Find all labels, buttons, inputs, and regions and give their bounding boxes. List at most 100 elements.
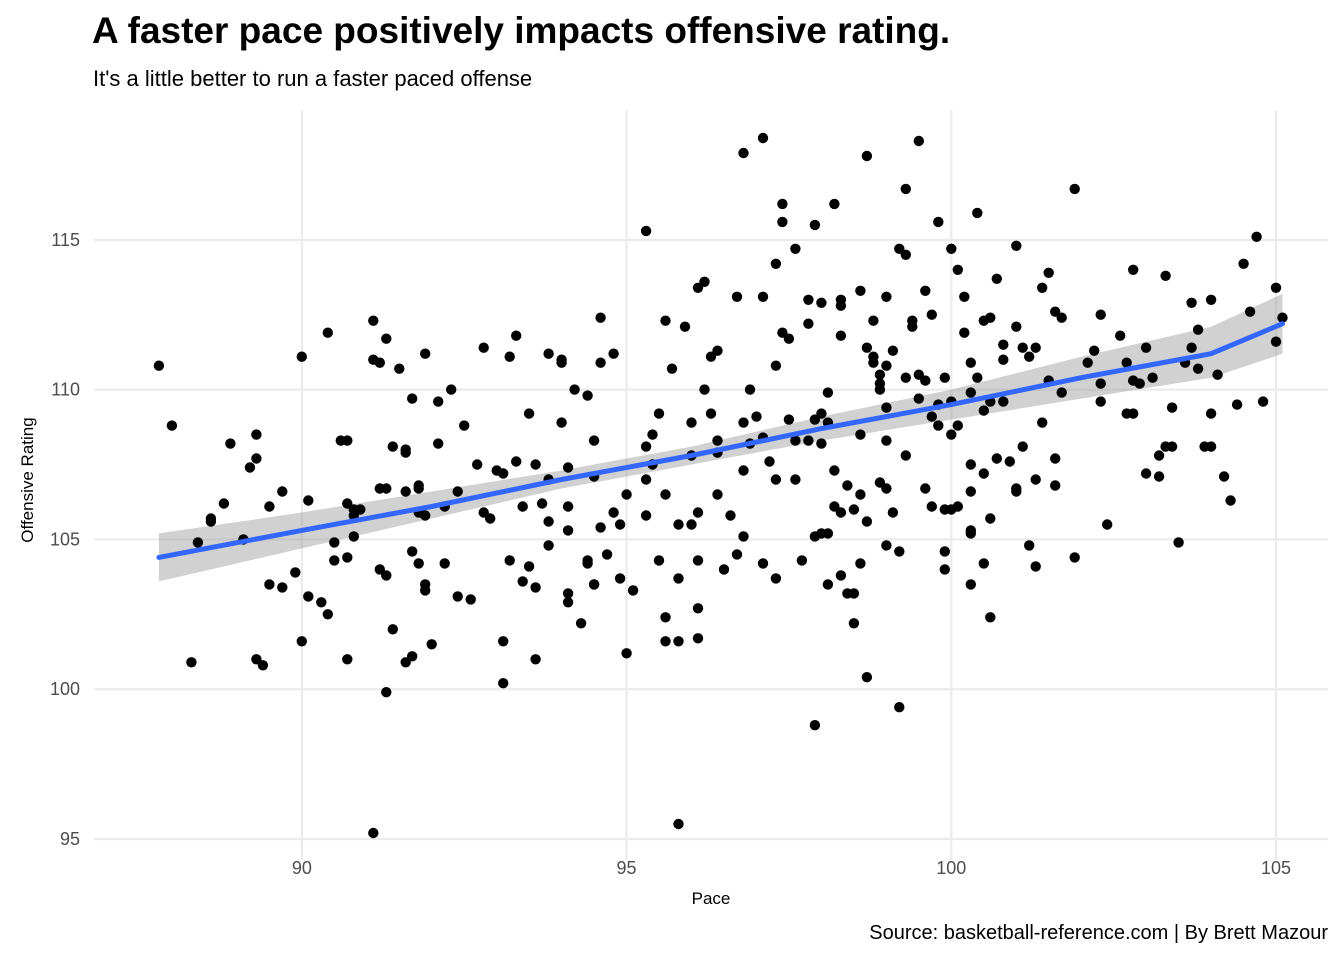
data-point	[407, 546, 418, 557]
data-point	[1251, 231, 1262, 242]
data-point	[1153, 471, 1165, 482]
data-point	[926, 501, 937, 512]
data-point	[653, 555, 665, 566]
data-point	[660, 489, 671, 500]
data-point	[835, 570, 847, 581]
data-point	[400, 486, 411, 497]
data-point	[959, 291, 970, 302]
data-point	[1011, 321, 1022, 332]
data-point	[959, 327, 970, 338]
data-point	[926, 309, 937, 320]
data-point	[1147, 372, 1158, 383]
data-point	[614, 573, 626, 584]
x-tick-label: 90	[292, 858, 312, 878]
chart-title: A faster pace positively impacts offensi…	[92, 10, 951, 51]
data-point	[835, 507, 847, 518]
data-point	[627, 585, 639, 596]
data-point	[1270, 336, 1282, 347]
data-point	[368, 315, 379, 326]
data-point	[965, 486, 976, 497]
data-point	[342, 654, 353, 665]
data-point	[692, 555, 704, 566]
data-point	[1173, 537, 1184, 548]
data-point	[569, 384, 580, 395]
data-point	[1082, 357, 1093, 368]
data-point	[1166, 402, 1178, 413]
data-point	[848, 504, 860, 515]
y-tick-label: 115	[51, 230, 80, 250]
data-point	[244, 462, 256, 473]
data-point	[543, 348, 554, 359]
data-point	[770, 573, 782, 584]
data-point	[595, 522, 606, 533]
data-point	[829, 465, 840, 476]
data-point	[738, 465, 749, 476]
data-point	[881, 540, 892, 551]
data-point	[1153, 450, 1165, 461]
data-point	[517, 576, 528, 587]
data-point	[1225, 495, 1236, 506]
data-point	[790, 474, 801, 485]
data-point	[777, 198, 788, 210]
data-point	[562, 462, 574, 473]
data-point	[329, 555, 340, 566]
data-point	[842, 480, 853, 491]
data-point	[459, 420, 470, 431]
data-point	[1277, 312, 1288, 323]
trend-line	[156, 321, 1285, 560]
data-point	[998, 354, 1009, 365]
data-point	[692, 282, 704, 293]
data-point	[1231, 399, 1243, 410]
data-point	[783, 333, 795, 344]
data-point	[582, 555, 593, 566]
data-point	[978, 558, 989, 569]
data-point	[640, 474, 652, 485]
data-point	[738, 417, 749, 428]
data-point	[420, 585, 431, 596]
data-point	[783, 414, 795, 425]
data-point	[530, 654, 541, 665]
data-point	[985, 513, 996, 524]
data-point	[744, 384, 756, 395]
data-point	[621, 648, 632, 659]
data-point	[387, 441, 398, 452]
data-point	[1257, 396, 1269, 407]
data-point	[504, 555, 515, 566]
data-point	[679, 321, 691, 332]
data-point	[374, 357, 385, 368]
data-point	[874, 477, 886, 488]
data-point	[757, 558, 769, 569]
data-point	[608, 507, 619, 518]
data-point	[588, 579, 600, 590]
data-point	[757, 132, 769, 144]
data-point	[946, 429, 957, 440]
data-point	[822, 528, 834, 539]
data-point	[387, 624, 398, 635]
data-point	[770, 474, 782, 485]
data-point	[861, 672, 873, 683]
data-point	[426, 639, 437, 650]
data-point	[225, 438, 236, 449]
data-point	[1186, 342, 1197, 353]
data-point	[790, 243, 801, 254]
data-point	[1050, 453, 1061, 464]
data-point	[530, 459, 541, 470]
x-tick-label: 100	[936, 858, 966, 878]
data-point	[686, 417, 697, 428]
data-point	[881, 402, 892, 413]
data-point	[465, 594, 476, 605]
data-point	[400, 447, 411, 458]
data-point	[251, 453, 262, 464]
data-point	[1004, 456, 1015, 467]
tick-labels: 90 95 100 105 95 100 105 110 115	[50, 230, 1291, 878]
data-point	[809, 414, 821, 425]
data-point	[277, 486, 288, 497]
data-point	[1140, 342, 1152, 353]
data-point	[874, 369, 886, 380]
data-point	[712, 489, 723, 500]
x-axis-title: Pace	[692, 889, 731, 908]
data-point	[1089, 345, 1100, 356]
data-point	[1037, 417, 1048, 428]
data-point	[855, 285, 866, 296]
data-point	[1205, 408, 1217, 419]
